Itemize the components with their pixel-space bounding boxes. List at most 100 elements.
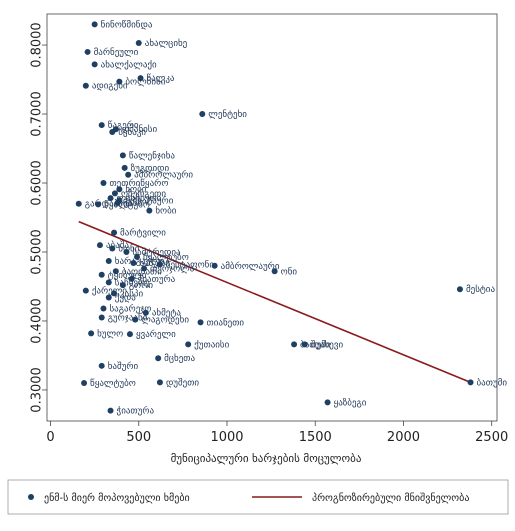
y-tick-label: 0.3000: [30, 367, 45, 413]
data-point-label: კასპი: [120, 288, 143, 299]
data-point-label: ხობი: [125, 184, 146, 195]
data-point-label: ბათუმი: [477, 377, 508, 388]
data-point-label: თერჯოლა: [150, 264, 195, 275]
data-point: [107, 195, 114, 202]
data-point-label: ლანჩხუთი: [117, 193, 162, 204]
data-point: [88, 330, 95, 337]
y-axis: 0.3000 0.4000 0.5000 0.6000 0.7000 0.8000: [30, 22, 47, 413]
data-point-label: ხონი: [118, 244, 139, 255]
data-point-label: ზუგდიდი: [131, 163, 170, 174]
data-point: [82, 287, 89, 294]
data-point: [467, 379, 474, 386]
data-point-label: სენაკი: [118, 127, 146, 138]
data-point: [132, 316, 139, 323]
x-axis: 0 500 1000 1500 2000 2500: [46, 421, 508, 445]
data-point-label: გორი: [129, 280, 153, 291]
data-point: [116, 186, 123, 193]
x-tick-label: 1500: [299, 430, 332, 445]
data-point: [109, 245, 116, 252]
data-point-label: ონი: [281, 266, 298, 277]
data-point-label: ახალქალაქი: [101, 59, 157, 70]
data-point: [75, 200, 82, 207]
data-point: [185, 341, 192, 348]
data-point-label: ახმეტა: [152, 308, 181, 319]
data-point-label: მარტვილი: [120, 228, 166, 239]
data-point: [95, 201, 102, 208]
data-point: [114, 200, 121, 207]
data-point-label: საგარეჯო: [109, 304, 151, 315]
data-point-label: ვანი: [124, 198, 143, 209]
data-point: [137, 75, 144, 82]
legend-label-points: ენმ-ს მიერ მოპოვებული ხმები: [44, 492, 190, 504]
y-tick-label: 0.5000: [30, 229, 45, 274]
data-point-label: მარნეული: [94, 47, 139, 58]
data-point: [156, 261, 163, 268]
data-point: [81, 380, 88, 387]
data-point: [126, 331, 133, 338]
data-point: [156, 379, 163, 386]
data-point-label: ბათუმი: [300, 339, 331, 350]
data-point-label: დმანისი: [122, 124, 158, 135]
data-point: [135, 39, 142, 46]
data-point-label: საჩხერე: [115, 277, 150, 288]
data-point-label: დუშეთი: [166, 377, 199, 388]
y-tick-label: 0.8000: [30, 22, 45, 68]
data-point: [100, 180, 107, 187]
data-point-label: აბაშა: [106, 240, 129, 251]
data-point-label: წალენჯიხა: [129, 150, 176, 161]
data-point: [96, 242, 103, 249]
data-point-label: ხობი: [155, 206, 176, 217]
data-point-label: ყვარელი: [136, 329, 176, 340]
x-axis-title: მუნიციპალური ხარჯების მოცულობა: [171, 452, 362, 465]
data-point: [155, 355, 162, 362]
data-point: [116, 78, 123, 85]
data-point-label: გარდაბანი: [85, 199, 133, 210]
data-point-label: თეთრიწყარო: [109, 178, 168, 189]
data-point: [91, 21, 98, 28]
data-point: [142, 309, 149, 316]
data-point: [111, 229, 118, 236]
data-point-label: ქუთაისი: [194, 339, 229, 350]
data-point-label: გურჯაანი: [108, 313, 148, 324]
data-point-label: თიანეთი: [207, 317, 245, 328]
data-point-label: ნინოწმინდა: [101, 19, 153, 30]
data-point: [197, 319, 204, 326]
data-point-label: ამბროლაური: [134, 170, 193, 181]
x-tick-label: 500: [126, 430, 151, 445]
data-point: [130, 260, 137, 267]
data-point-label: სამტრედია: [132, 247, 181, 258]
data-point-label: ლაგოდეხი: [141, 315, 189, 326]
data-point-label: ჭიათურა: [138, 274, 176, 285]
data-point: [123, 248, 130, 255]
plot-frame: [46, 13, 498, 422]
data-point-label: წყალტუბო: [104, 199, 150, 210]
legend-label-fit: პროგნოზირებული მნიშვნელობა: [312, 492, 469, 504]
data-point: [211, 262, 218, 269]
data-point-label: ხაშური: [139, 258, 170, 269]
data-point: [134, 253, 140, 260]
data-point: [121, 164, 128, 171]
data-point: [291, 341, 298, 348]
data-point: [119, 282, 126, 289]
data-point-label: ოზურგეთი: [121, 188, 166, 199]
data-point-label: ბოლნისი: [125, 77, 165, 88]
data-point-label: ახალციხე: [145, 38, 188, 49]
data-point: [146, 207, 153, 214]
data-point: [112, 268, 119, 275]
fit-line: [78, 220, 471, 384]
fit-line-layer: [78, 220, 471, 384]
data-point: [456, 286, 463, 293]
data-point-label: შუახევი: [311, 339, 344, 350]
data-point-label: ქედა: [115, 293, 137, 304]
y-tick-label: 0.7000: [30, 91, 45, 137]
data-point-label: მესტია: [466, 284, 496, 295]
x-tick-label: 2000: [387, 430, 420, 445]
data-point-label: ამბროლაური: [221, 261, 280, 272]
data-point: [100, 305, 107, 312]
legend-dot-marker: [28, 494, 34, 500]
data-point-label: ბაღდათი: [122, 266, 162, 277]
data-point-label: მცხეთა: [164, 353, 195, 364]
data-point: [125, 171, 132, 178]
